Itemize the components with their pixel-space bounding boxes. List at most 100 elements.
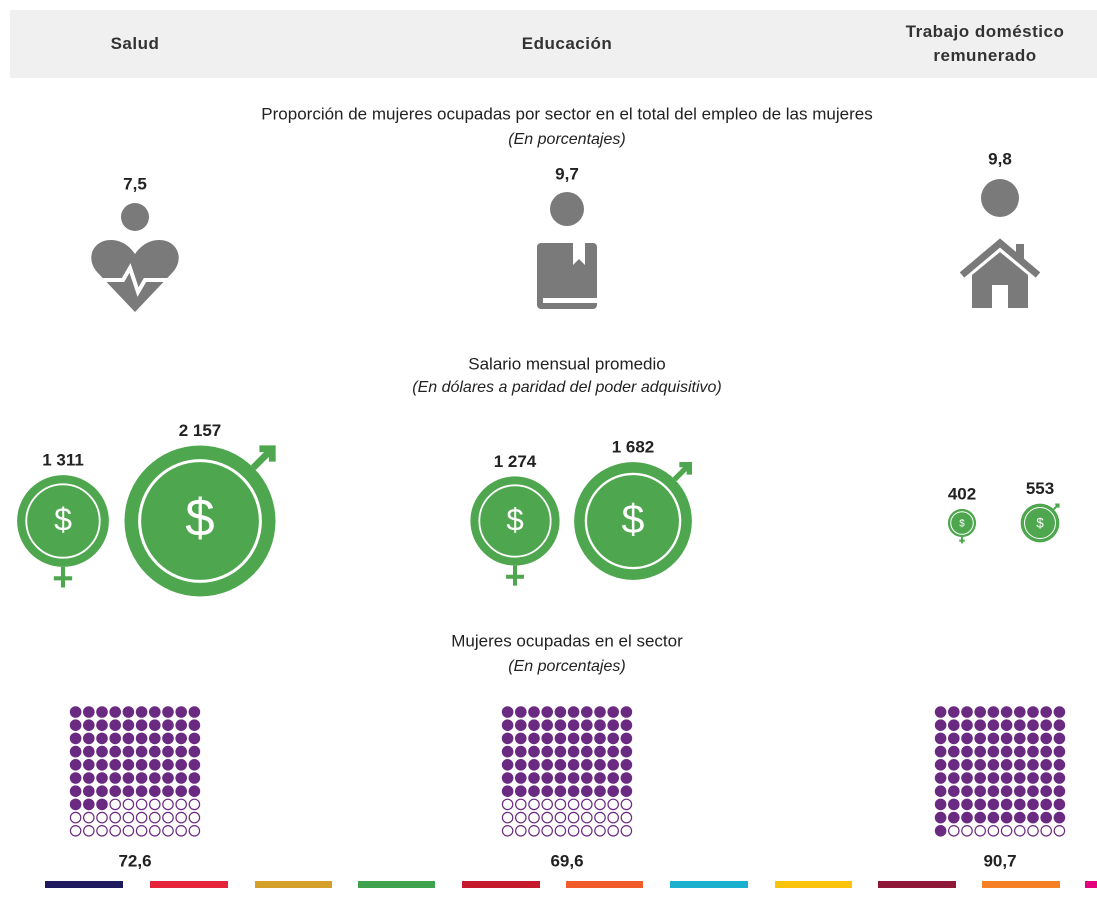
dot-filled bbox=[96, 759, 108, 771]
dot-filled bbox=[1053, 811, 1066, 824]
dot-filled bbox=[1027, 759, 1039, 771]
dot-filled bbox=[1027, 719, 1039, 731]
dot-filled bbox=[175, 759, 187, 771]
dot-empty bbox=[1000, 824, 1013, 837]
dot-empty bbox=[122, 824, 135, 837]
dot-filled bbox=[109, 706, 121, 718]
dot-filled bbox=[987, 811, 1000, 824]
dot-filled bbox=[1053, 706, 1066, 718]
dot-empty bbox=[175, 824, 187, 837]
section-subtitle: (En dólares a paridad del poder adquisit… bbox=[412, 379, 722, 396]
dot-filled bbox=[83, 785, 95, 797]
dot-filled bbox=[541, 759, 553, 771]
dot-filled bbox=[69, 732, 82, 745]
dot-filled bbox=[188, 719, 201, 731]
dot-empty bbox=[162, 798, 174, 811]
dot-empty bbox=[162, 824, 174, 837]
dot-empty bbox=[149, 824, 161, 837]
dot-filled bbox=[162, 759, 174, 771]
dot-filled bbox=[1053, 798, 1066, 811]
dot-filled bbox=[501, 785, 514, 797]
dot-filled bbox=[607, 759, 619, 771]
dot-filled bbox=[581, 732, 593, 745]
dot-filled bbox=[122, 785, 135, 797]
dot-filled bbox=[620, 745, 633, 758]
dot-filled bbox=[554, 759, 567, 771]
dot-filled bbox=[541, 719, 553, 731]
dot-filled bbox=[501, 732, 514, 745]
dot-filled bbox=[175, 706, 187, 718]
salary-circle bbox=[17, 475, 109, 567]
column-header: Trabajo doméstico remunerado bbox=[905, 22, 1065, 65]
dot-empty bbox=[974, 824, 986, 837]
salary-ring bbox=[1024, 507, 1056, 539]
dot-filled bbox=[541, 772, 553, 784]
dot-filled bbox=[554, 719, 567, 731]
dot-filled bbox=[149, 785, 161, 797]
dot-filled bbox=[554, 745, 567, 758]
dot-filled bbox=[594, 759, 606, 771]
male-symbol bbox=[1052, 503, 1060, 511]
dot-filled bbox=[515, 732, 527, 745]
women-share-label: 72,6 bbox=[118, 851, 151, 870]
salary-label: 1 311 bbox=[42, 451, 84, 470]
dot-filled bbox=[149, 772, 161, 784]
dot-filled bbox=[934, 785, 947, 797]
dot-filled bbox=[83, 798, 95, 811]
dot-filled bbox=[135, 732, 148, 745]
dot-filled bbox=[934, 706, 947, 718]
dot-empty bbox=[594, 798, 606, 811]
dot-filled bbox=[69, 798, 82, 811]
dot-empty bbox=[620, 798, 633, 811]
dot-filled bbox=[961, 798, 973, 811]
dot-filled bbox=[1027, 706, 1039, 718]
currency-sign: $ bbox=[959, 519, 965, 530]
salary-circle bbox=[947, 508, 977, 538]
dot-filled bbox=[554, 732, 567, 745]
dot-filled bbox=[948, 772, 960, 784]
dot-filled bbox=[594, 706, 606, 718]
dot-filled bbox=[1040, 772, 1052, 784]
dot-filled bbox=[620, 706, 633, 718]
dot-filled bbox=[149, 745, 161, 758]
dot-filled bbox=[567, 785, 580, 797]
dot-empty bbox=[188, 811, 201, 824]
dot-filled bbox=[541, 785, 553, 797]
dot-filled bbox=[974, 772, 986, 784]
icon-head bbox=[981, 179, 1019, 217]
icon-head bbox=[550, 192, 584, 226]
column-header: Salud bbox=[110, 34, 160, 53]
dot-filled bbox=[69, 745, 82, 758]
dot-empty bbox=[514, 798, 527, 811]
dot-empty bbox=[567, 811, 580, 824]
dot-filled bbox=[934, 772, 947, 784]
dot-filled bbox=[948, 811, 960, 824]
salary-label: 2 157 bbox=[179, 421, 222, 440]
dot-empty bbox=[580, 811, 593, 824]
dot-filled bbox=[515, 719, 527, 731]
section-subtitle: (En porcentajes) bbox=[508, 658, 625, 675]
dot-grid bbox=[501, 706, 633, 837]
dot-filled bbox=[961, 706, 973, 718]
dot-filled bbox=[149, 732, 161, 745]
dot-filled bbox=[1014, 798, 1026, 811]
dot-filled bbox=[109, 759, 121, 771]
dot-empty bbox=[83, 824, 95, 837]
dot-filled bbox=[515, 706, 527, 718]
dot-filled bbox=[528, 772, 540, 784]
dot-filled bbox=[607, 732, 619, 745]
dot-filled bbox=[961, 719, 973, 731]
dot-empty bbox=[528, 811, 540, 824]
dot-filled bbox=[961, 732, 973, 745]
dot-empty bbox=[162, 811, 174, 824]
dot-empty bbox=[554, 798, 567, 811]
salary-ring bbox=[138, 459, 262, 583]
female-symbol bbox=[506, 565, 524, 586]
dot-empty bbox=[83, 811, 95, 824]
dot-filled bbox=[974, 719, 986, 731]
dot-empty bbox=[620, 811, 633, 824]
dot-filled bbox=[122, 759, 135, 771]
dot-filled bbox=[607, 706, 619, 718]
dot-empty bbox=[122, 811, 135, 824]
dot-filled bbox=[96, 772, 108, 784]
